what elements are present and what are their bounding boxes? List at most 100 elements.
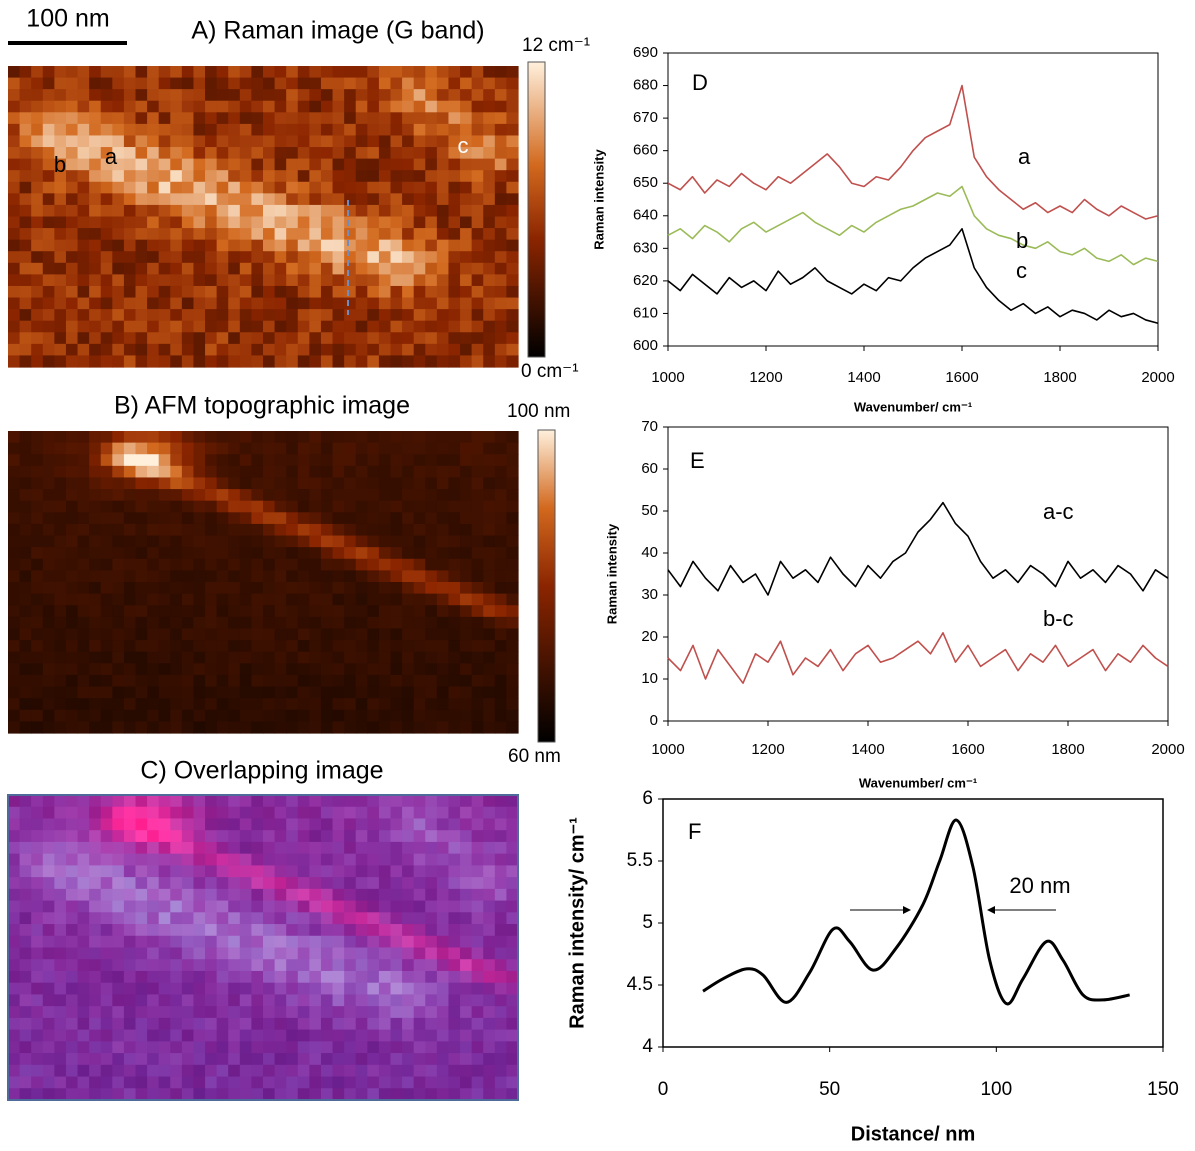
pixel [147, 321, 159, 333]
pixel [159, 240, 171, 252]
pixel [240, 193, 252, 205]
pixel [356, 170, 368, 182]
pixel [367, 1077, 379, 1089]
pixel [205, 807, 217, 819]
pixel [298, 570, 310, 582]
pixel [506, 355, 518, 367]
pixel [448, 675, 460, 687]
pixel [136, 489, 148, 501]
pixel [379, 332, 391, 344]
pixel [263, 251, 275, 263]
pixel [321, 1030, 333, 1042]
pixel [20, 1041, 32, 1053]
pixel [333, 147, 345, 159]
pixel [506, 818, 518, 830]
pixel [205, 240, 217, 252]
pixel [147, 228, 159, 240]
pixel [472, 865, 484, 877]
pixel [43, 182, 55, 194]
pixel [309, 147, 321, 159]
pixel [124, 512, 136, 524]
pixel [333, 344, 345, 356]
pixel [391, 675, 403, 687]
pixel [298, 332, 310, 344]
pixel [89, 912, 101, 924]
pixel [333, 1018, 345, 1030]
pixel [275, 501, 287, 513]
pixel [147, 489, 159, 501]
pixel [367, 994, 379, 1006]
pixel [321, 1041, 333, 1053]
pixel [333, 628, 345, 640]
pixel [472, 1041, 484, 1053]
pixel [205, 332, 217, 344]
pixel [402, 466, 414, 478]
pixel [495, 251, 507, 263]
pixel [472, 1088, 484, 1100]
pixel [228, 536, 240, 548]
pixel [483, 854, 495, 866]
pixel [344, 193, 356, 205]
pixel [391, 617, 403, 629]
pixel [472, 948, 484, 960]
pixel [321, 454, 333, 466]
pixel [460, 536, 472, 548]
pixel [367, 135, 379, 147]
pixel [309, 912, 321, 924]
pixel [228, 818, 240, 830]
pixel [391, 594, 403, 606]
pixel [228, 78, 240, 90]
pixel [356, 512, 368, 524]
pixel [78, 298, 90, 310]
pixel [43, 959, 55, 971]
pixel [391, 605, 403, 617]
pixel [170, 1065, 182, 1077]
pixel [89, 443, 101, 455]
pixel [159, 889, 171, 901]
pixel [101, 842, 113, 854]
pixel [43, 948, 55, 960]
pixel [170, 924, 182, 936]
pixel [367, 112, 379, 124]
pixel [147, 582, 159, 594]
pixel [147, 205, 159, 217]
pixel [136, 263, 148, 275]
pixel [147, 721, 159, 733]
pixel [66, 263, 78, 275]
pixel [136, 807, 148, 819]
pixel [333, 135, 345, 147]
pixel [228, 1053, 240, 1065]
pixel [112, 628, 124, 640]
pixel [54, 924, 66, 936]
pixel [379, 78, 391, 90]
pixel [112, 582, 124, 594]
pixel [66, 309, 78, 321]
pixel [367, 286, 379, 298]
pixel [425, 628, 437, 640]
pixel [344, 1088, 356, 1100]
pixel [298, 687, 310, 699]
pixel [460, 286, 472, 298]
pixel [20, 1018, 32, 1030]
pixel [101, 431, 113, 443]
pixel [112, 1030, 124, 1042]
pixel [437, 251, 449, 263]
pixel [43, 901, 55, 913]
pixel [112, 687, 124, 699]
pixel [20, 263, 32, 275]
pixel [506, 971, 518, 983]
pixel [136, 228, 148, 240]
pixel [101, 124, 113, 136]
pixel [472, 286, 484, 298]
pixel [333, 559, 345, 571]
pixel [275, 1006, 287, 1018]
pixel [66, 924, 78, 936]
pixel [356, 842, 368, 854]
pixel [391, 936, 403, 948]
pixel [101, 710, 113, 722]
pixel [472, 170, 484, 182]
pixel [101, 570, 113, 582]
pixel [414, 675, 426, 687]
pixel [437, 865, 449, 877]
pixel [460, 936, 472, 948]
